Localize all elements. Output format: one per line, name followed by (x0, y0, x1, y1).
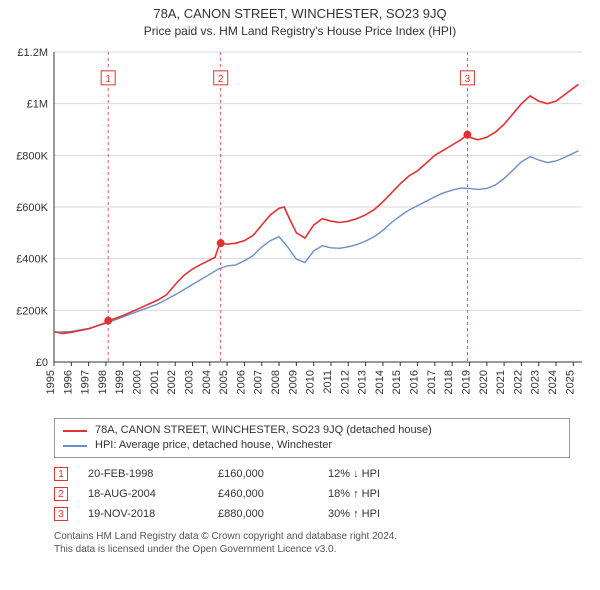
event-delta: 18% ↑ HPI (328, 488, 438, 500)
event-price: £160,000 (218, 468, 308, 480)
event-date: 18-AUG-2004 (88, 488, 198, 500)
legend-swatch (63, 445, 87, 447)
event-row: 3 19-NOV-2018 £880,000 30% ↑ HPI (54, 504, 570, 524)
event-price: £460,000 (218, 488, 308, 500)
y-tick-label: £200K (16, 305, 48, 317)
x-tick-label: 2008 (270, 370, 282, 394)
legend-box: 78A, CANON STREET, WINCHESTER, SO23 9JQ … (54, 418, 570, 458)
x-tick-label: 2002 (166, 370, 178, 394)
x-tick-label: 2021 (495, 370, 507, 394)
x-tick-label: 2025 (564, 370, 576, 394)
x-tick-label: 2019 (460, 370, 472, 394)
x-tick-label: 1999 (114, 370, 126, 394)
x-tick-label: 2023 (530, 370, 542, 394)
x-tick-label: 2009 (287, 370, 299, 394)
events-table: 1 20-FEB-1998 £160,000 12% ↓ HPI 2 18-AUG-200… (54, 464, 570, 524)
footer-line-2: This data is licensed under the Open Gov… (54, 543, 570, 556)
footer-line-1: Contains HM Land Registry data © Crown c… (54, 530, 570, 543)
x-tick-label: 2001 (149, 370, 161, 394)
chart-area: £0 £200K £400K £600K £800K £1M £1.2M 1995 1996 19… (0, 44, 600, 414)
x-tick-label: 1996 (62, 370, 74, 394)
event-row: 1 20-FEB-1998 £160,000 12% ↓ HPI (54, 464, 570, 484)
x-tick-label: 1998 (97, 370, 109, 394)
event-badge-number: 3 (465, 74, 471, 85)
x-tick-label: 2003 (183, 370, 195, 394)
event-delta: 12% ↓ HPI (328, 468, 438, 480)
x-tick-label: 2015 (391, 370, 403, 394)
x-tick-label: 2014 (374, 370, 386, 394)
event-badge: 3 (54, 507, 68, 521)
price-chart-svg: £0 £200K £400K £600K £800K £1M £1.2M 1995 1996 19… (0, 44, 600, 414)
chart-container: 78A, CANON STREET, WINCHESTER, SO23 9JQ … (0, 0, 600, 590)
legend-swatch (63, 430, 87, 432)
y-tick-label: £0 (36, 357, 48, 369)
y-tick-label: £400K (16, 254, 48, 266)
event-marker (104, 317, 112, 325)
event-marker (463, 131, 471, 139)
event-date: 20-FEB-1998 (88, 468, 198, 480)
legend-label: 78A, CANON STREET, WINCHESTER, SO23 9JQ … (95, 423, 432, 438)
chart-subtitle: Price paid vs. HM Land Registry's House … (0, 24, 600, 38)
event-marker (217, 239, 225, 247)
x-tick-label: 2000 (132, 370, 144, 394)
y-tick-label: £1.2M (17, 47, 48, 59)
x-tick-label: 2020 (478, 370, 490, 394)
x-tick-label: 2006 (235, 370, 247, 394)
x-tick-label: 2018 (443, 370, 455, 394)
chart-title: 78A, CANON STREET, WINCHESTER, SO23 9JQ (0, 6, 600, 22)
x-tick-label: 2012 (339, 370, 351, 394)
x-tick-label: 1997 (80, 370, 92, 394)
event-badge-number: 2 (218, 74, 224, 85)
x-tick-label: 2004 (201, 370, 213, 394)
event-delta: 30% ↑ HPI (328, 508, 438, 520)
x-tick-label: 2010 (305, 370, 317, 394)
x-tick-label: 2013 (357, 370, 369, 394)
event-price: £880,000 (218, 508, 308, 520)
x-tick-label: 2022 (512, 370, 524, 394)
legend-item: 78A, CANON STREET, WINCHESTER, SO23 9JQ … (63, 423, 561, 438)
event-badge: 2 (54, 487, 68, 501)
legend-label: HPI: Average price, detached house, Winc… (95, 438, 332, 453)
x-tick-label: 2011 (322, 370, 334, 394)
x-tick-label: 2016 (409, 370, 421, 394)
footer-attribution: Contains HM Land Registry data © Crown c… (54, 530, 570, 556)
y-tick-label: £800K (16, 150, 48, 162)
y-tick-label: £600K (16, 202, 48, 214)
event-row: 2 18-AUG-2004 £460,000 18% ↑ HPI (54, 484, 570, 504)
event-badge-number: 1 (105, 74, 111, 85)
x-tick-label: 2024 (547, 370, 559, 394)
legend-item: HPI: Average price, detached house, Winc… (63, 438, 561, 453)
event-badge: 1 (54, 467, 68, 481)
x-tick-label: 2007 (253, 370, 265, 394)
y-tick-label: £1M (27, 99, 48, 111)
event-date: 19-NOV-2018 (88, 508, 198, 520)
x-tick-label: 2017 (426, 370, 438, 394)
x-tick-label: 2005 (218, 370, 230, 394)
x-tick-label: 1995 (45, 370, 57, 394)
